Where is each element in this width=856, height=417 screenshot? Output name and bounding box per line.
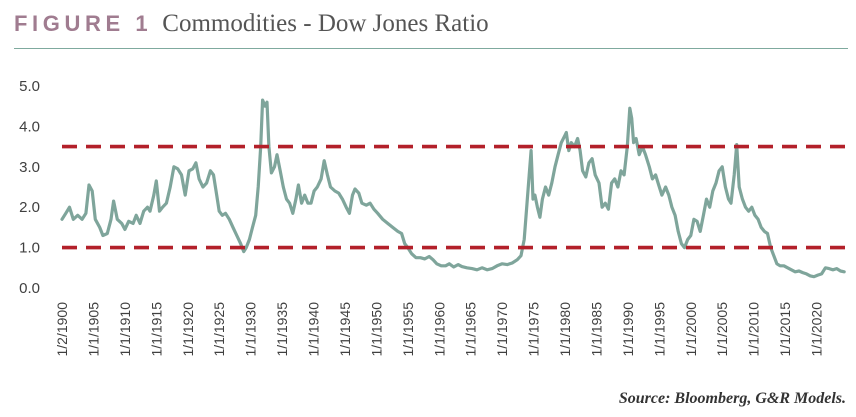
x-tick-label: 1/1/1905	[85, 302, 101, 357]
y-tick-label: 4.0	[19, 118, 40, 135]
x-tick-label: 1/1/1960	[431, 302, 447, 357]
x-tick-label: 1/1/1950	[368, 302, 384, 357]
x-tick-label: 1/1/1965	[463, 302, 479, 357]
x-tick-label: 1/1/1985	[588, 302, 604, 357]
x-tick-label: 1/1/1930	[243, 302, 259, 357]
figure-title: FIGURE 1 Commodities - Dow Jones Ratio	[14, 10, 489, 44]
reference-lines	[62, 144, 848, 250]
y-tick-label: 1.0	[19, 240, 40, 257]
source-note: Source: Bloomberg, G&R Models.	[618, 390, 846, 407]
y-axis: 0.0 1.0 2.0 3.0 4.0 5.0	[19, 78, 40, 297]
chart-title: Commodities - Dow Jones Ratio	[162, 10, 489, 37]
y-tick-label: 2.0	[19, 199, 40, 216]
y-tick-label: 0.0	[19, 280, 40, 297]
x-tick-label: 1/1/1970	[494, 302, 510, 357]
y-tick-label: 3.0	[19, 159, 40, 176]
x-tick-label: 1/1/2000	[683, 302, 699, 357]
figure-label: FIGURE 1	[14, 11, 153, 36]
x-tick-label: 1/1/1975	[526, 302, 542, 357]
x-tick-label: 1/1/2005	[714, 302, 730, 357]
x-tick-label: 1/1/1920	[180, 302, 196, 357]
x-tick-label: 1/1/1990	[620, 302, 636, 357]
x-tick-label: 1/1/1955	[400, 302, 416, 357]
x-tick-label: 1/1/1995	[651, 302, 667, 357]
x-tick-label: 1/1/2010	[746, 302, 762, 357]
x-tick-label: 1/1/1935	[274, 302, 290, 357]
x-axis: 1/2/1900 1/1/1905 1/1/1910 1/1/1915 1/1/1920…	[54, 302, 825, 357]
x-tick-label: 1/1/1915	[148, 302, 164, 357]
x-tick-label: 1/1/2020	[809, 302, 825, 357]
x-tick-label: 1/1/1910	[117, 302, 133, 357]
x-tick-label: 1/1/1940	[306, 302, 322, 357]
x-tick-label: 1/1/1945	[337, 302, 353, 357]
title-divider	[14, 48, 848, 49]
x-tick-label: 1/1/1980	[557, 302, 573, 357]
y-tick-label: 5.0	[19, 78, 40, 95]
series-line	[60, 98, 846, 279]
series-group	[60, 98, 846, 279]
x-tick-label: 1/1/2015	[777, 302, 793, 357]
x-tick-label: 1/2/1900	[54, 302, 70, 357]
x-tick-label: 1/1/1925	[211, 302, 227, 357]
